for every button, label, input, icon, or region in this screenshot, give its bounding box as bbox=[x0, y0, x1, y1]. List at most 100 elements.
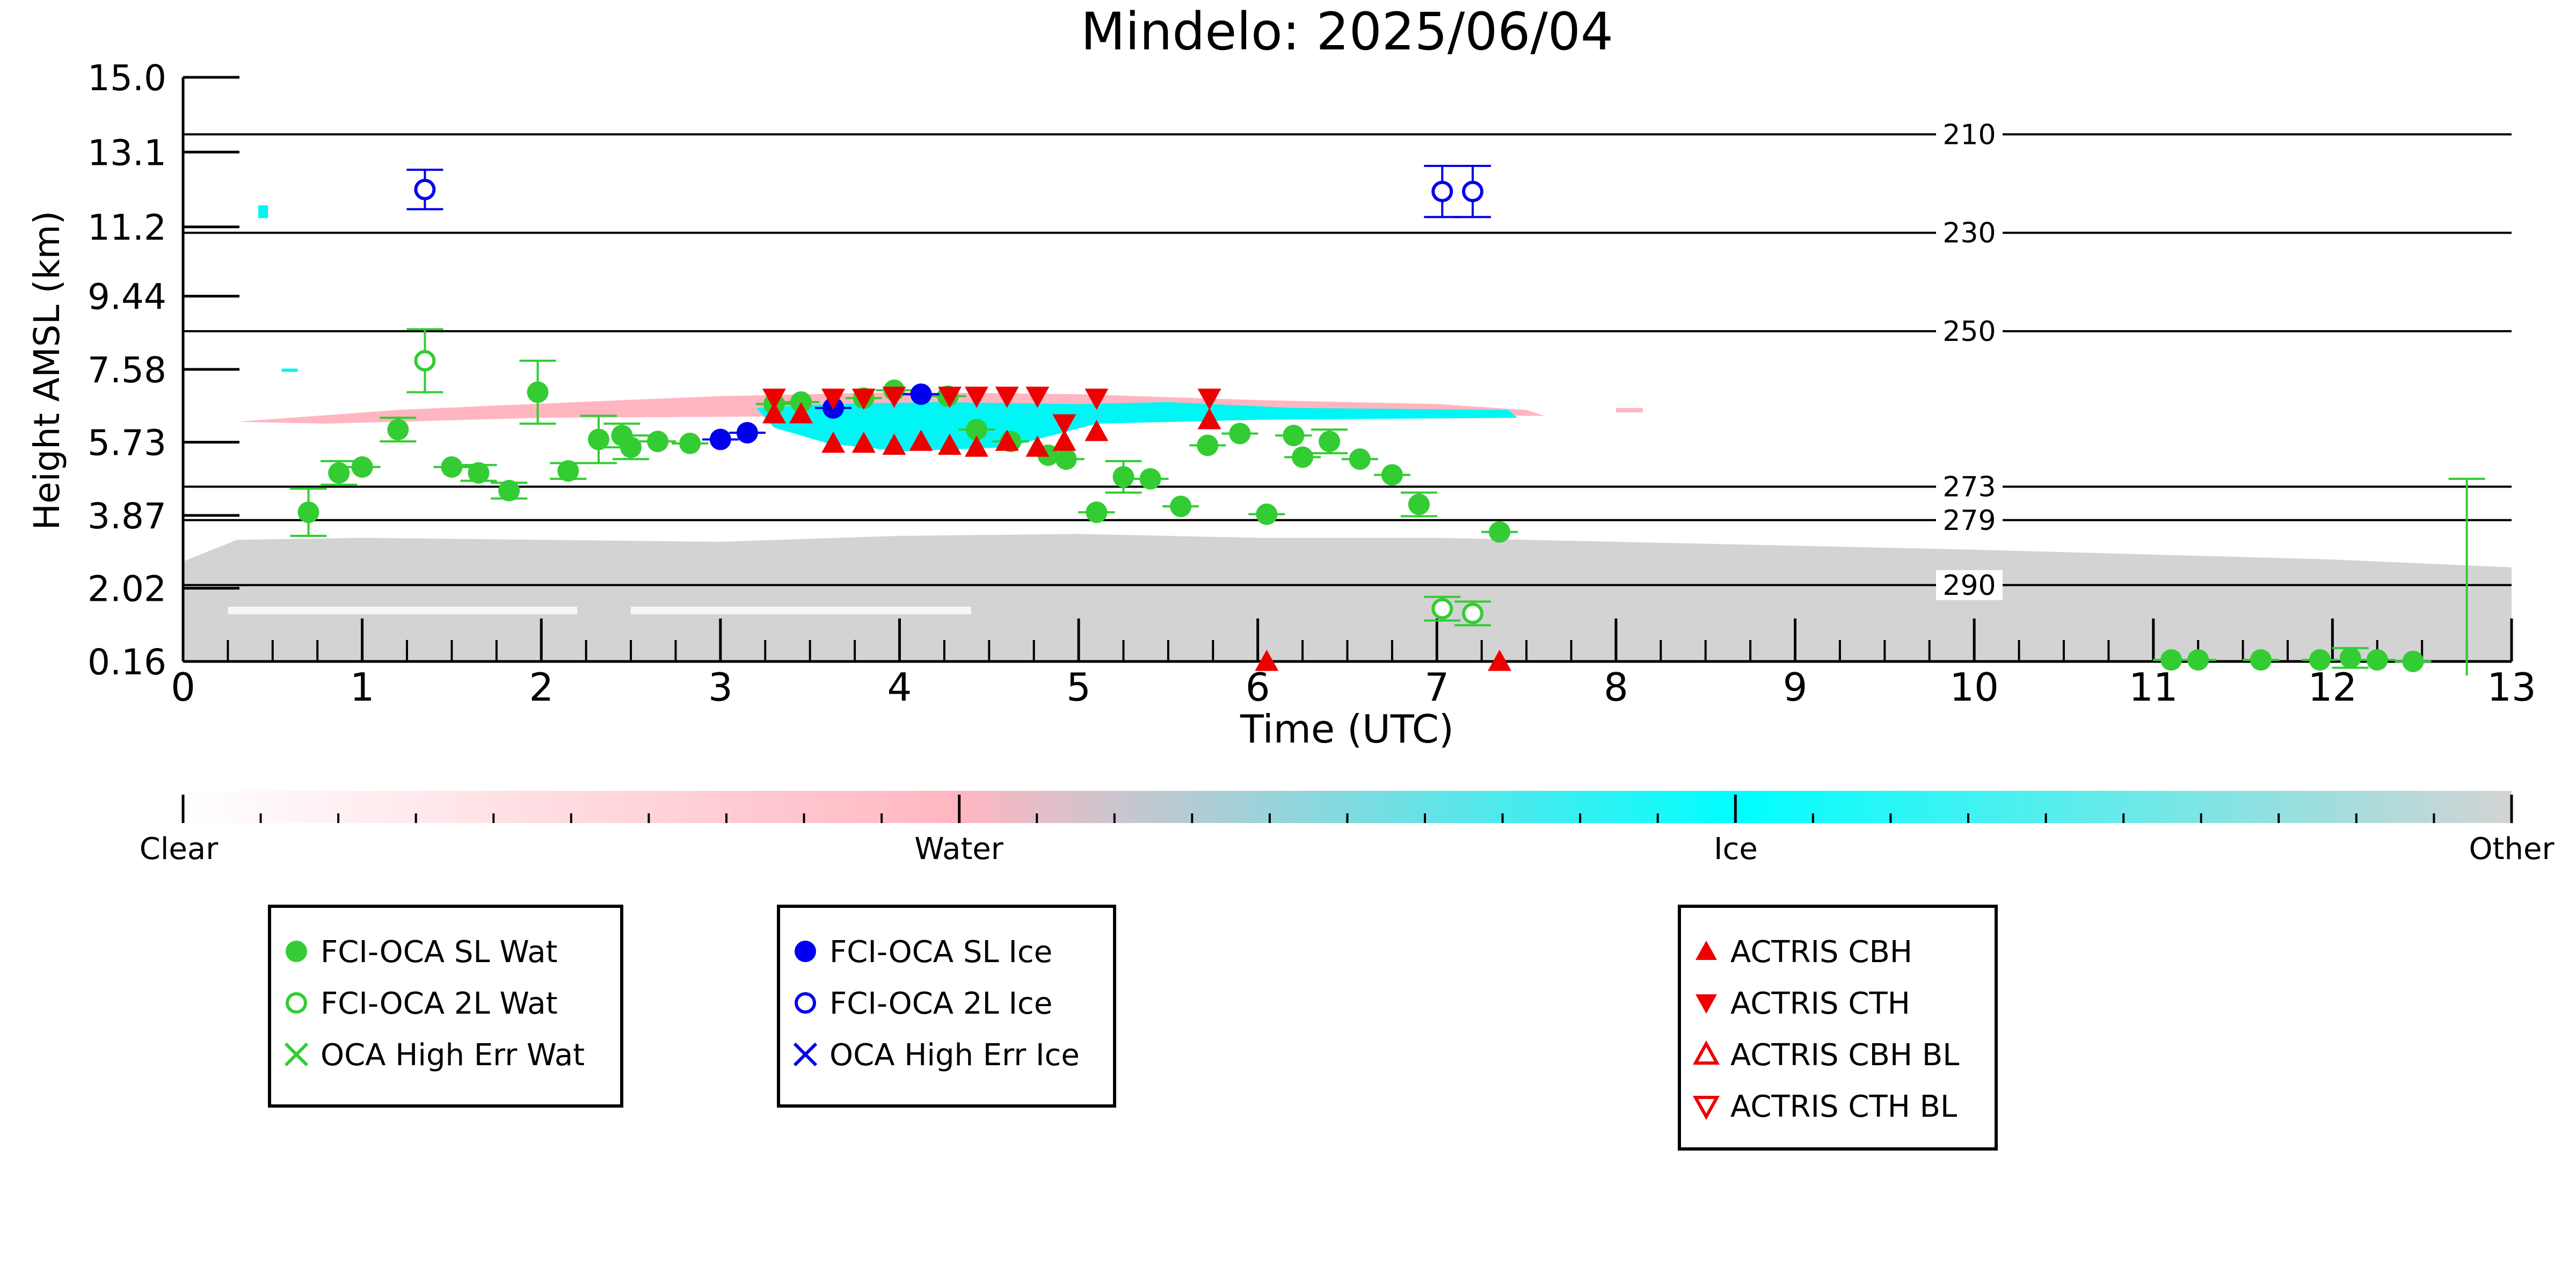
legend-marker bbox=[284, 1042, 309, 1067]
legend-marker bbox=[286, 941, 307, 962]
data-point bbox=[1025, 387, 1050, 408]
isotherm-label-bg bbox=[1936, 505, 2003, 535]
series-actris-cbh bbox=[762, 402, 1512, 671]
colorbar: Clear Water Ice Other bbox=[140, 791, 2555, 867]
legend-label: ACTRIS CTH bbox=[1730, 986, 1910, 1021]
isotherm-label: 273 bbox=[1942, 471, 1996, 503]
legends: FCI-OCA SL Wat FCI-OCA 2L Wat OCA High Err… bbox=[268, 905, 1998, 1151]
legend-frame bbox=[1678, 905, 1998, 1151]
data-point bbox=[882, 387, 906, 408]
legend-marker bbox=[286, 992, 307, 1014]
legend-marker bbox=[1692, 1096, 1720, 1120]
data-point bbox=[964, 435, 988, 457]
x-tick-label: 12 bbox=[2308, 665, 2357, 710]
x-tick-label: 2 bbox=[529, 665, 554, 710]
chart-title: Mindelo: 2025/06/04 bbox=[1081, 2, 1613, 62]
legend-marker bbox=[795, 941, 816, 962]
y-tick-label: 0.16 bbox=[88, 642, 166, 683]
x-tick-label: 4 bbox=[887, 665, 912, 710]
water-cloud-fragment bbox=[1616, 407, 1643, 412]
data-point bbox=[762, 388, 786, 410]
legend-label: FCI-OCA 2L Wat bbox=[321, 986, 558, 1021]
data-point bbox=[1489, 521, 1511, 543]
y-tick-label: 2.02 bbox=[88, 569, 166, 610]
data-point bbox=[2187, 649, 2209, 671]
data-point bbox=[852, 431, 876, 453]
isotherm-label-bg bbox=[1936, 316, 2003, 346]
x-tick-label: 13 bbox=[2487, 665, 2536, 710]
legend-frame bbox=[777, 905, 1116, 1108]
error-bar-isolated bbox=[2448, 477, 2485, 676]
data-point bbox=[414, 350, 436, 372]
data-point bbox=[1462, 180, 1484, 202]
data-point bbox=[1319, 431, 1341, 453]
data-point bbox=[587, 428, 609, 450]
y-tick-label: 13.1 bbox=[88, 132, 166, 173]
y-tick-label: 3.87 bbox=[88, 496, 166, 537]
data-point bbox=[1112, 466, 1134, 488]
colorbar-label-other: Other bbox=[2469, 832, 2555, 867]
data-point bbox=[1197, 388, 1221, 410]
y-tick-label: 11.2 bbox=[88, 207, 166, 249]
data-point bbox=[1431, 180, 1453, 202]
data-point bbox=[1462, 602, 1484, 624]
data-point bbox=[387, 419, 409, 441]
x-tick-label: 10 bbox=[1949, 665, 1999, 710]
clear-gap bbox=[228, 607, 577, 615]
data-point bbox=[789, 402, 813, 424]
data-point bbox=[762, 402, 786, 424]
data-point bbox=[821, 388, 846, 410]
data-point bbox=[852, 388, 876, 410]
legend-label: FCI-OCA SL Ice bbox=[829, 935, 1052, 970]
y-tick-label: 15.0 bbox=[88, 57, 166, 99]
data-point bbox=[1197, 434, 1219, 456]
legend-label: FCI-OCA SL Wat bbox=[321, 935, 558, 970]
data-point bbox=[937, 433, 962, 455]
series-fci-oca-2l-wat bbox=[406, 328, 1491, 627]
data-point bbox=[1085, 419, 1109, 441]
data-point bbox=[557, 460, 579, 482]
x-tick-label: 7 bbox=[1424, 665, 1449, 710]
other-cloud-area bbox=[183, 534, 2512, 661]
data-point bbox=[1052, 414, 1076, 436]
isotherm-label: 250 bbox=[1942, 316, 1996, 348]
x-tick-label: 6 bbox=[1246, 665, 1270, 710]
data-point bbox=[1256, 503, 1278, 525]
legend-label: ACTRIS CTH BL bbox=[1730, 1089, 1957, 1124]
isotherm-label: 290 bbox=[1942, 570, 1996, 602]
data-point bbox=[1025, 435, 1050, 457]
data-point bbox=[1408, 493, 1430, 515]
data-point bbox=[297, 501, 319, 523]
data-point bbox=[821, 431, 846, 453]
data-point bbox=[2402, 651, 2424, 672]
data-point bbox=[414, 178, 436, 200]
legend-label: ACTRIS CBH bbox=[1730, 935, 1912, 970]
legend-label: ACTRIS CBH BL bbox=[1730, 1038, 1959, 1073]
isotherm-label-bg bbox=[1936, 119, 2003, 150]
isotherm-label-bg bbox=[1936, 570, 2003, 600]
data-point bbox=[736, 422, 758, 444]
legend-marker bbox=[1692, 1040, 1720, 1065]
data-point bbox=[1255, 650, 1279, 671]
data-point bbox=[647, 431, 669, 453]
data-point bbox=[1052, 430, 1076, 451]
data-point bbox=[1229, 423, 1251, 445]
isotherm-label: 279 bbox=[1942, 505, 1996, 537]
data-point bbox=[1292, 446, 1314, 468]
x-tick-label: 5 bbox=[1066, 665, 1091, 710]
x-tick-label: 9 bbox=[1783, 665, 1808, 710]
x-tick-label: 8 bbox=[1604, 665, 1628, 710]
data-point bbox=[910, 383, 932, 405]
data-point bbox=[328, 462, 350, 484]
y-tick-label: 7.58 bbox=[88, 350, 166, 391]
x-tick-label: 11 bbox=[2129, 665, 2178, 710]
x-axis-label: Time (UTC) bbox=[1240, 707, 1454, 752]
data-point bbox=[1349, 448, 1371, 470]
data-point bbox=[468, 462, 490, 484]
data-point bbox=[1431, 598, 1453, 620]
data-point bbox=[937, 387, 962, 408]
data-point bbox=[351, 456, 373, 478]
isotherm-label: 210 bbox=[1942, 119, 1996, 151]
legend-marker bbox=[1695, 941, 1717, 960]
